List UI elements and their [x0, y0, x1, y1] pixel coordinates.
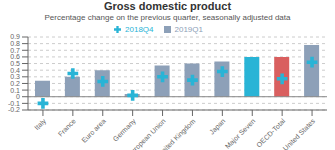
svg-text:European Union: European Union [126, 117, 168, 150]
svg-text:0.1: 0.1 [10, 87, 20, 94]
svg-text:0.6: 0.6 [10, 53, 20, 60]
svg-text:United States: United States [282, 117, 317, 150]
svg-text:-0.1: -0.1 [8, 100, 20, 107]
svg-text:0.2: 0.2 [10, 80, 20, 87]
svg-text:-0.2: -0.2 [8, 106, 20, 113]
html-text:2019Q1: 2019Q1 [174, 25, 203, 34]
svg-text:0.8: 0.8 [10, 40, 20, 47]
svg-text:0.5: 0.5 [10, 60, 20, 67]
svg-text:Italy: Italy [33, 117, 48, 132]
svg-text:Euro area: Euro area [80, 117, 107, 144]
svg-text:0.4: 0.4 [10, 67, 20, 74]
html-text:Gross domestic product: Gross domestic product [103, 0, 232, 12]
svg-text:Japan: Japan [208, 117, 227, 136]
html-text:2018Q4: 2018Q4 [125, 25, 154, 34]
html-text:Percentage change on the previ: Percentage change on the previous quarte… [44, 13, 291, 22]
svg-text:United Kingdom: United Kingdom [156, 117, 197, 150]
svg-text:0.9: 0.9 [10, 33, 20, 40]
svg-text:Major Seven: Major Seven [224, 117, 258, 150]
svg-text:France: France [57, 117, 77, 137]
svg-text:0.3: 0.3 [10, 73, 20, 80]
svg-text:0: 0 [16, 93, 20, 100]
svg-text:Germany: Germany [112, 117, 138, 143]
svg-text:OECD-Total: OECD-Total [255, 117, 287, 149]
svg-text:0.7: 0.7 [10, 47, 20, 54]
